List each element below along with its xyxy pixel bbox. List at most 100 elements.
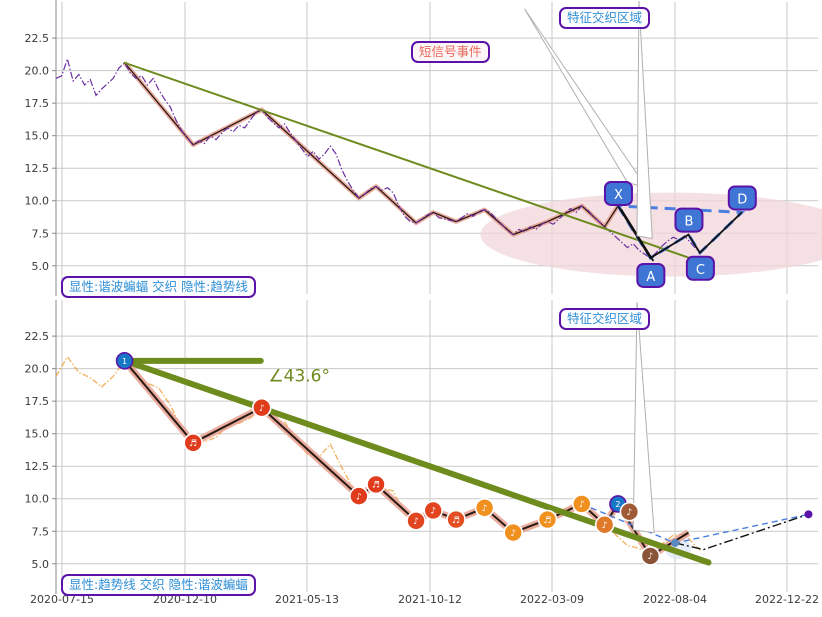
note-marker-7[interactable]: ♬: [446, 509, 466, 530]
data-point-dot-16[interactable]: [671, 538, 680, 547]
note-marker-15[interactable]: ♪: [640, 546, 661, 566]
note-marker-circle-9[interactable]: [503, 522, 524, 543]
note-marker-11[interactable]: ♪: [571, 494, 592, 514]
y-tick-label-0: 5.0: [32, 260, 50, 273]
note-marker-4[interactable]: ♬: [366, 474, 386, 495]
annotation-feature-interweave-zone-top: 特征交织区域: [559, 7, 651, 29]
series-harmonic-solid: [617, 205, 743, 260]
note-marker-circle-7[interactable]: [446, 509, 466, 530]
angle-annotation-label: ∠43.6°: [268, 367, 330, 387]
y-tick-label-2: 10.0: [25, 493, 50, 506]
x-axis-ticks: 2020-07-15 2020-12-10 2021-05-13 2021-10-12…: [30, 593, 819, 606]
note-marker-glyph-14: ♪: [627, 508, 633, 518]
y-tick-label-5: 17.5: [25, 97, 50, 110]
x-tick-label-6: 2022-12-22: [755, 593, 819, 606]
note-marker-glyph-12: ♪: [602, 521, 608, 531]
note-marker-glyph-4: ♬: [372, 481, 380, 491]
harmonic-node-d[interactable]: D: [727, 185, 757, 211]
note-marker-circle-5[interactable]: [406, 511, 426, 531]
note-marker-circle-6[interactable]: [423, 500, 443, 521]
y-tick-label-4: 15.0: [25, 130, 50, 143]
top-chart-svg: 5.0 7.5 10.0 12.5 15.0 17.5 20.0 22.5 X A B C D: [25, 0, 822, 296]
note-marker-glyph-15: ♪: [647, 552, 653, 562]
series-price-line: [55, 56, 703, 259]
y-tick-label-6: 20.0: [25, 363, 50, 376]
x-tick-label-0: 2020-07-15: [30, 593, 94, 606]
note-marker-glyph-3: ♪: [356, 492, 362, 502]
y-tick-label-0: 5.0: [32, 558, 50, 571]
sequence-marker-label-0: 1: [122, 357, 127, 366]
harmonic-node-box-a[interactable]: [636, 262, 666, 288]
y-axis-ticks: 5.0 7.5 10.0 12.5 15.0 17.5 20.0 22.5: [25, 330, 56, 571]
y-tick-label-1: 7.5: [32, 227, 50, 240]
note-marker-circle-3[interactable]: [349, 486, 369, 506]
note-marker-circle-2[interactable]: [251, 397, 272, 418]
annotation-arrow-short-signal: [524, 8, 648, 189]
y-tick-label-6: 20.0: [25, 65, 50, 78]
note-marker-circle-11[interactable]: [571, 494, 592, 514]
note-marker-8[interactable]: ♪: [474, 498, 495, 518]
note-marker-1[interactable]: ♬: [183, 432, 203, 453]
note-marker-glyph-9: ♪: [510, 529, 516, 539]
note-marker-glyph-8: ♪: [482, 504, 488, 514]
series-trendline: [123, 61, 710, 266]
legend-bottom: 显性:趋势线 交织 隐性:谐波蝙蝠: [61, 574, 256, 596]
note-marker-3[interactable]: ♪: [349, 486, 369, 506]
note-marker-9[interactable]: ♪: [503, 522, 524, 543]
bottom-chart-panel: 5.0 7.5 10.0 12.5 15.0 17.5 20.0 22.5 ∠43.6° 1 ♬ ♪ ♪…: [0, 300, 822, 617]
annotation-short-signal-event: 短信号事件: [411, 41, 490, 63]
note-marker-circle-15[interactable]: [640, 546, 661, 566]
harmonic-node-x[interactable]: X: [603, 180, 633, 206]
y-tick-label-4: 15.0: [25, 428, 50, 441]
x-tick-label-2: 2021-05-13: [275, 593, 339, 606]
x-tick-label-1: 2020-12-10: [153, 593, 217, 606]
note-marker-5[interactable]: ♪: [406, 511, 426, 531]
harmonic-node-box-b[interactable]: [674, 207, 704, 233]
note-marker-14[interactable]: ♪: [619, 501, 640, 522]
note-marker-glyph-6: ♪: [430, 507, 436, 517]
note-marker-glyph-11: ♪: [579, 500, 585, 510]
annotation-arrow-zone-top: [636, 0, 653, 240]
y-tick-label-5: 17.5: [25, 395, 50, 408]
harmonic-node-a[interactable]: A: [636, 262, 666, 288]
x-tick-label-5: 2022-08-04: [643, 593, 707, 606]
harmonic-node-b[interactable]: B: [674, 207, 704, 233]
harmonic-node-label-x: X: [614, 188, 623, 203]
y-tick-label-7: 22.5: [25, 330, 50, 343]
sequence-marker-label-13: 2: [615, 500, 620, 509]
note-marker-circle-8[interactable]: [474, 498, 495, 518]
legend-top: 显性:谐波蝙蝠 交织 隐性:趋势线: [61, 276, 256, 298]
note-marker-6[interactable]: ♪: [423, 500, 443, 521]
note-marker-glyph-2: ♪: [259, 404, 265, 414]
y-tick-label-1: 7.5: [32, 525, 50, 538]
harmonic-node-box-c[interactable]: [685, 255, 715, 281]
annotation-feature-interweave-zone-bottom: 特征交织区域: [559, 308, 651, 330]
sequence-marker-circle-0[interactable]: [115, 352, 134, 370]
harmonic-node-label-a: A: [646, 270, 655, 285]
note-marker-circle-10[interactable]: [537, 509, 558, 530]
harmonic-node-label-c: C: [696, 263, 705, 278]
note-marker-circle-1[interactable]: [183, 432, 203, 453]
series-zigzag-core: [124, 62, 619, 236]
bottom-chart-svg: 5.0 7.5 10.0 12.5 15.0 17.5 20.0 22.5 ∠43.6° 1 ♬ ♪ ♪…: [25, 300, 819, 606]
note-marker-2[interactable]: ♪: [251, 397, 272, 418]
top-chart-panel: 5.0 7.5 10.0 12.5 15.0 17.5 20.0 22.5 X A B C D 短信号事…: [0, 0, 822, 300]
y-tick-label-2: 10.0: [25, 195, 50, 208]
note-marker-circle-12[interactable]: [594, 514, 615, 535]
note-marker-glyph-1: ♬: [189, 439, 197, 449]
note-marker-circle-14[interactable]: [619, 501, 640, 522]
note-marker-10[interactable]: ♬: [537, 509, 558, 530]
y-axis-ticks: 5.0 7.5 10.0 12.5 15.0 17.5 20.0 22.5: [25, 32, 56, 273]
note-marker-12[interactable]: ♪: [594, 514, 615, 535]
harmonic-node-label-b: B: [684, 215, 693, 230]
note-marker-glyph-7: ♬: [452, 516, 460, 526]
note-marker-glyph-5: ♪: [413, 517, 419, 527]
data-point-dot-17[interactable]: [804, 510, 813, 519]
harmonic-node-box-d[interactable]: [727, 185, 757, 211]
series-zigzag-core: [123, 360, 690, 557]
sequence-marker-1[interactable]: 1: [115, 352, 134, 370]
harmonic-node-box-x[interactable]: [603, 180, 633, 206]
note-marker-circle-4[interactable]: [366, 474, 386, 495]
harmonic-node-c[interactable]: C: [685, 255, 715, 281]
